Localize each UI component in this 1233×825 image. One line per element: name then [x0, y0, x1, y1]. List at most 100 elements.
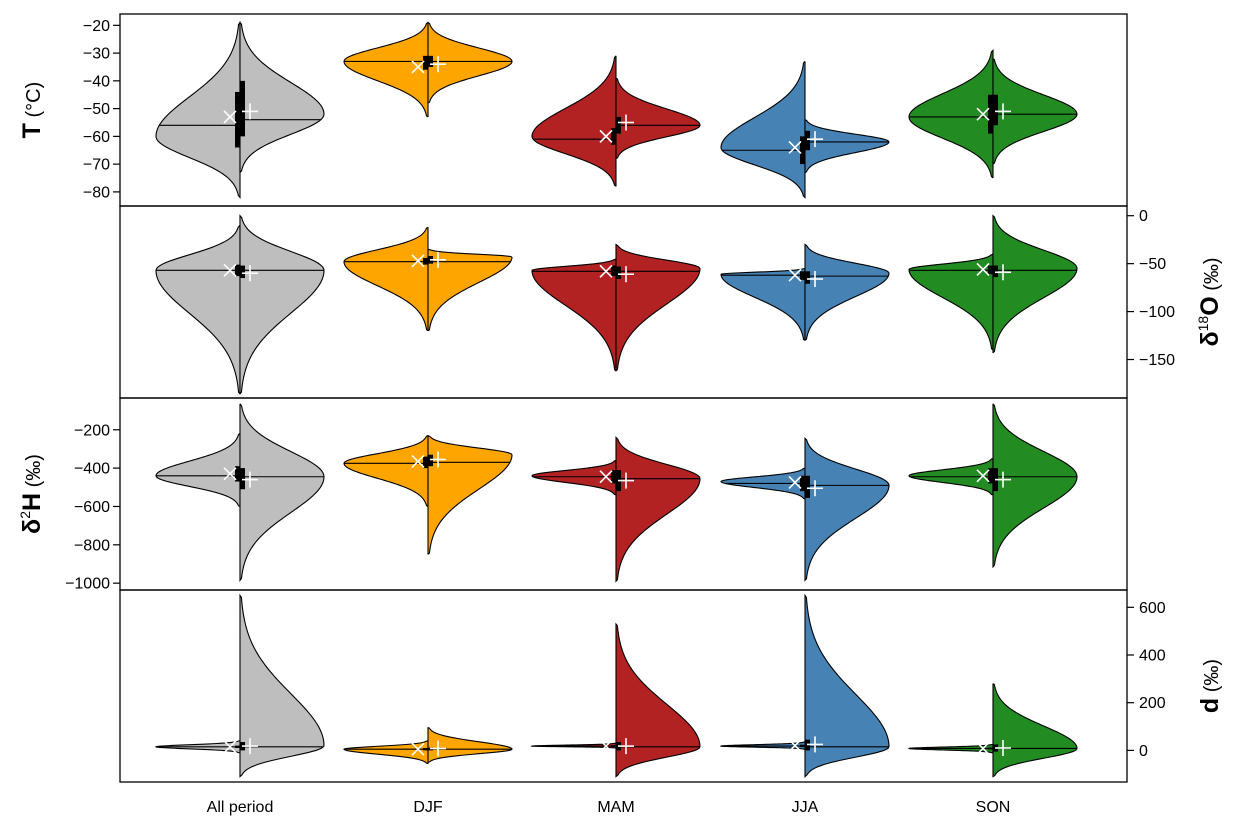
violin-jja	[720, 437, 890, 582]
iqr-box-left	[800, 271, 805, 280]
y-tick-label: 0	[1139, 743, 1148, 760]
violin-half-right	[992, 57, 1078, 165]
violin-son	[908, 49, 1078, 179]
mean-marker-stroke	[788, 268, 802, 282]
mean-marker-stroke	[788, 140, 802, 155]
violin-half-right	[427, 248, 513, 332]
y-tick-label: −200	[74, 422, 110, 439]
violin-half-left	[720, 267, 806, 341]
violin-djf	[343, 727, 513, 765]
panel-d: 0 200 400 600 d (‰)	[119, 589, 1224, 783]
panels: −80 −70 −60 −50 −40 −30 −20 T (°C) −150 −100 −50 0 δ…	[17, 13, 1224, 783]
mean-marker-stroke	[599, 129, 613, 143]
violin-half-left	[908, 49, 994, 179]
violin-son	[908, 683, 1078, 778]
mean-marker-left	[223, 263, 237, 277]
iqr-box-left	[988, 94, 993, 134]
category-label: MAM	[597, 799, 634, 816]
iqr-box-right	[993, 265, 998, 278]
iqr-box-right	[805, 475, 810, 498]
mean-marker-right	[242, 265, 258, 282]
violin-half-left	[531, 459, 617, 496]
mean-marker-left	[411, 454, 425, 468]
mean-marker-left	[223, 110, 237, 124]
mean-marker-left	[788, 739, 802, 753]
mean-marker-left	[411, 60, 425, 74]
mean-marker-stroke	[411, 454, 425, 468]
violin-half-right	[992, 683, 1078, 778]
mean-marker-stroke	[599, 739, 613, 753]
mean-marker-left	[599, 470, 613, 484]
iqr-box-left	[423, 748, 428, 751]
iqr-box-right	[240, 80, 245, 137]
mean-marker-stroke	[976, 741, 990, 756]
violin-all-period	[155, 214, 325, 395]
panel-d18O: −150 −100 −50 0 δ18O (‰)	[119, 205, 1224, 399]
violin-son	[908, 403, 1078, 569]
iqr-box-left	[423, 456, 428, 469]
violin-half-right	[804, 243, 890, 341]
iqr-box-left	[800, 475, 805, 492]
mean-marker-right	[430, 56, 446, 73]
iqr-box-left	[423, 55, 428, 70]
mean-marker-right	[242, 738, 258, 755]
iqr-box-right	[616, 266, 621, 279]
y-tick-label: −50	[1139, 256, 1166, 273]
y-tick-label: 200	[1139, 695, 1166, 712]
violin-half-right	[427, 435, 513, 555]
violin-half-left	[343, 21, 429, 119]
violin-half-left	[531, 258, 617, 372]
mean-marker-stroke	[411, 254, 425, 268]
iqr-box-right	[993, 94, 998, 126]
panel-frame	[119, 589, 1128, 783]
mean-marker-right	[995, 740, 1011, 756]
mean-marker-right	[430, 251, 446, 268]
mean-marker-stroke	[976, 262, 990, 276]
y-tick-label: −20	[83, 18, 110, 35]
iqr-box-left	[423, 257, 428, 265]
y-tick-label: 0	[1139, 208, 1148, 225]
violin-half-left	[908, 253, 994, 352]
category-label: JJA	[792, 799, 819, 816]
mean-marker-left	[976, 262, 990, 276]
violin-half-right	[615, 243, 701, 372]
violin-half-right	[804, 119, 890, 173]
y-tick-label: −600	[74, 499, 110, 516]
violin-half-left	[343, 226, 429, 332]
violin-all-period	[155, 20, 325, 199]
iqr-box-left	[235, 466, 240, 482]
mean-marker-right	[995, 471, 1011, 488]
iqr-box-right	[805, 271, 810, 284]
violin-half-left	[720, 61, 806, 199]
iqr-box-left	[611, 470, 616, 484]
mean-marker-left	[599, 739, 613, 753]
violin-mam	[531, 55, 701, 187]
violin-mam	[530, 622, 701, 778]
y-tick-label: −800	[74, 537, 110, 554]
mean-marker-right	[618, 266, 634, 283]
mean-marker-left	[976, 107, 990, 121]
violin-son	[908, 214, 1078, 354]
iqr-box-left	[611, 128, 616, 145]
y-tick-label: −30	[83, 46, 110, 63]
violin-half-left	[155, 224, 241, 395]
mean-marker-stroke	[223, 263, 237, 277]
mean-marker-right	[430, 451, 446, 468]
mean-marker-left	[976, 469, 990, 483]
mean-marker-left	[788, 268, 802, 282]
iqr-box-left	[235, 745, 240, 748]
violin-all-period	[155, 593, 325, 778]
mean-marker-stroke	[411, 60, 425, 74]
mean-marker-right	[995, 103, 1011, 120]
iqr-box-left	[800, 136, 805, 165]
mean-marker-right	[807, 480, 823, 497]
violin-djf	[343, 435, 513, 555]
y-axis-label-T: T (°C)	[18, 82, 46, 139]
y-tick-label: −1000	[65, 576, 110, 593]
y-tick-label: 400	[1139, 648, 1166, 665]
violin-half-left	[343, 740, 429, 765]
mean-marker-left	[599, 129, 613, 143]
y-tick-label: −150	[1139, 352, 1175, 369]
violin-half-right	[239, 21, 325, 173]
